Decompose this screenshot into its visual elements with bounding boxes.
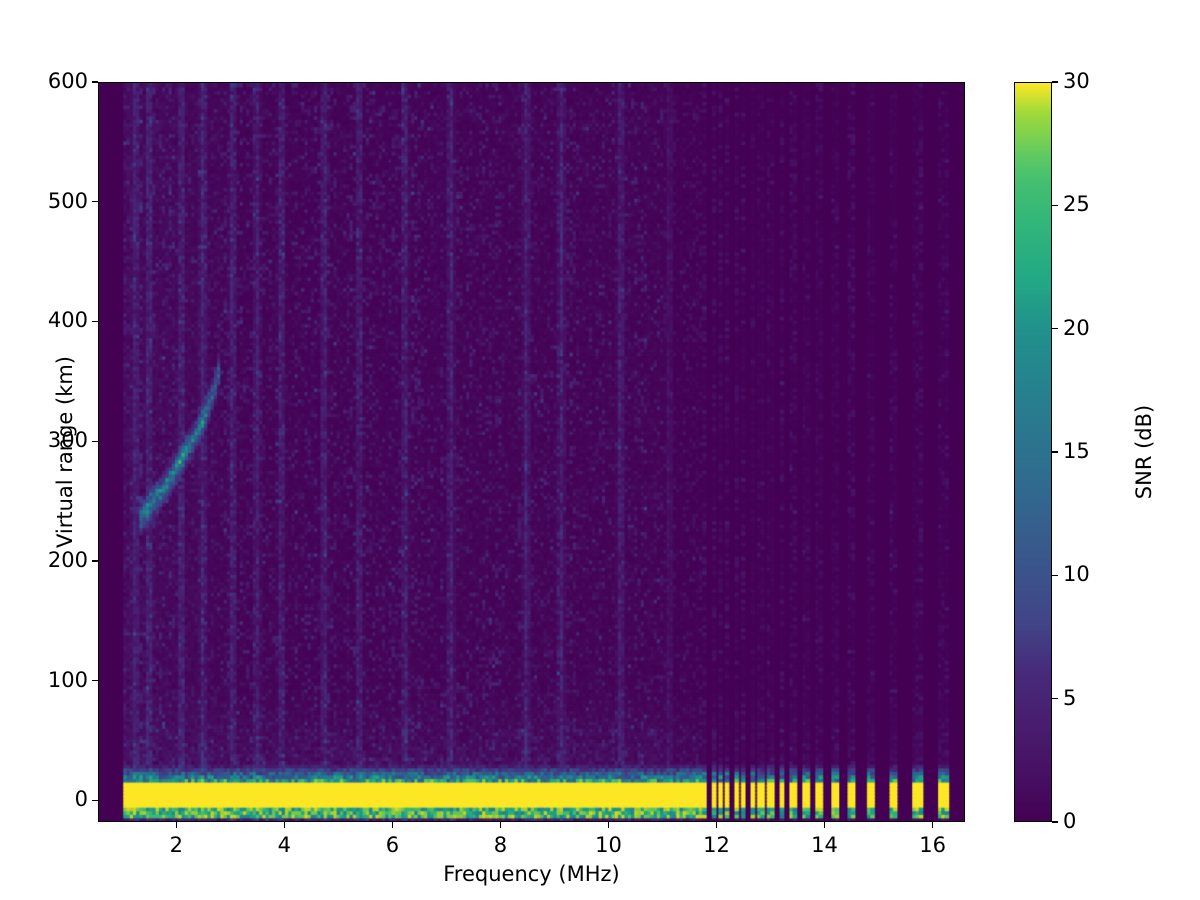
y-tick-mark: [92, 81, 98, 83]
colorbar-tick-mark: [1052, 328, 1058, 330]
colorbar-tick-label: 30: [1063, 69, 1090, 93]
colorbar-tick-label: 5: [1063, 685, 1077, 710]
y-tick-label: 0: [74, 787, 88, 812]
y-tick-mark: [92, 440, 98, 442]
colorbar-tick-label: 20: [1063, 315, 1090, 340]
y-tick-label: 200: [47, 547, 88, 572]
x-tick-label: 10: [595, 833, 622, 857]
ionogram-heatmap: [99, 83, 964, 821]
x-tick-label: 2: [169, 833, 183, 857]
x-tick-mark: [283, 822, 285, 828]
x-tick-mark: [499, 822, 502, 828]
x-axis-label: Frequency (MHz): [443, 862, 620, 886]
plot-axes: [98, 82, 965, 822]
colorbar-tick-mark: [1052, 821, 1058, 823]
x-tick-label: 14: [811, 833, 838, 857]
y-tick-label: 600: [47, 69, 88, 93]
colorbar-tick-label: 25: [1063, 192, 1090, 217]
colorbar-tick-mark: [1052, 81, 1058, 83]
y-tick-mark: [92, 320, 98, 323]
y-tick-mark: [92, 560, 98, 562]
x-tick-label: 12: [703, 833, 730, 857]
colorbar-tick-label: 0: [1063, 809, 1077, 833]
y-tick-mark: [92, 680, 98, 682]
colorbar-tick-mark: [1052, 451, 1058, 453]
x-tick-mark: [823, 822, 826, 828]
x-tick-label: 8: [493, 833, 508, 857]
y-tick-label: 500: [47, 188, 88, 213]
colorbar-tick-mark: [1052, 574, 1058, 576]
x-tick-mark: [715, 822, 718, 828]
colorbar: [1014, 82, 1052, 822]
x-tick-mark: [175, 822, 177, 828]
y-tick-label: 100: [47, 667, 88, 692]
x-tick-mark: [391, 822, 394, 828]
colorbar-label: SNR (dB): [1132, 404, 1156, 500]
y-tick-mark: [92, 799, 98, 802]
y-tick-mark: [92, 201, 98, 203]
x-tick-label: 6: [385, 833, 400, 857]
x-tick-label: 4: [277, 833, 292, 857]
colorbar-tick-label: 10: [1063, 562, 1090, 587]
colorbar-tick-label: 15: [1063, 439, 1090, 463]
y-tick-label: 300: [47, 428, 88, 453]
colorbar-tick-mark: [1052, 698, 1058, 700]
x-tick-mark: [931, 822, 934, 828]
colorbar-tick-mark: [1052, 204, 1058, 206]
y-tick-label: 400: [47, 308, 88, 333]
x-tick-label: 16: [919, 833, 946, 857]
x-tick-mark: [607, 822, 610, 828]
